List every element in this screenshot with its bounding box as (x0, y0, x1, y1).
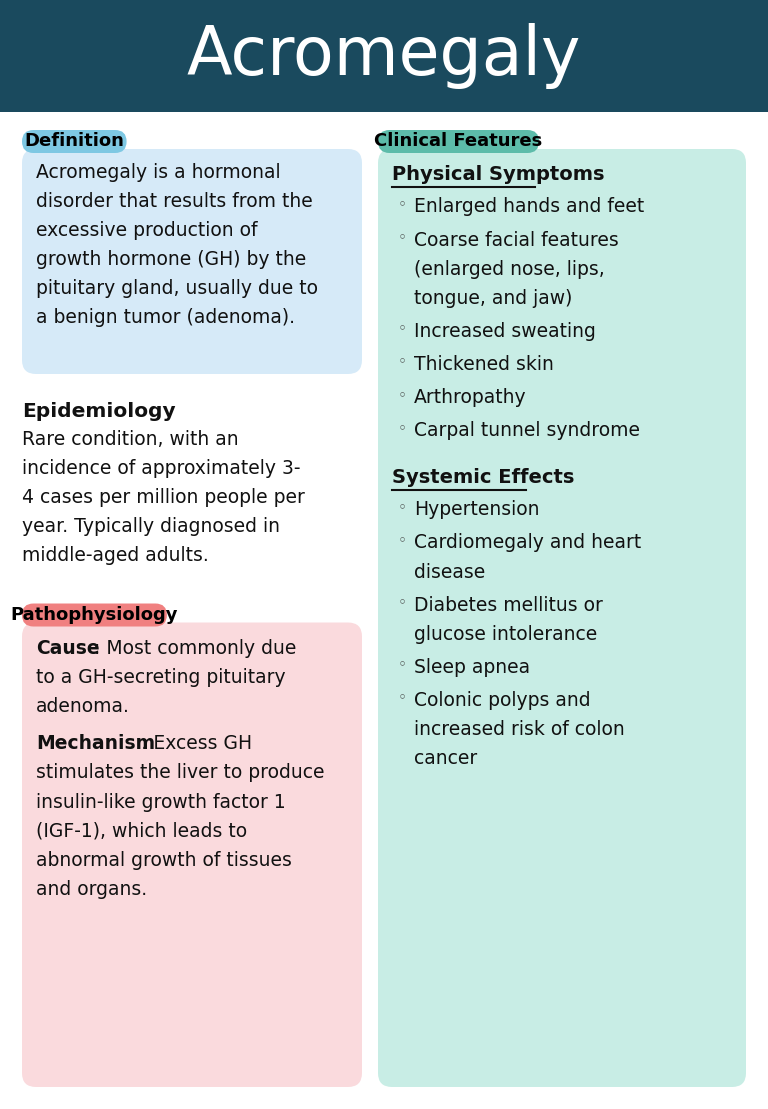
Text: stimulates the liver to produce: stimulates the liver to produce (36, 763, 325, 783)
FancyBboxPatch shape (378, 130, 539, 153)
FancyBboxPatch shape (378, 149, 746, 1087)
Text: ◦: ◦ (398, 500, 407, 516)
Text: Colonic polyps and: Colonic polyps and (414, 691, 591, 710)
Text: Definition: Definition (25, 132, 124, 151)
Text: year. Typically diagnosed in: year. Typically diagnosed in (22, 518, 280, 537)
Text: Arthropathy: Arthropathy (414, 388, 527, 407)
Text: Pathophysiology: Pathophysiology (11, 606, 178, 624)
Text: ◦: ◦ (398, 658, 407, 673)
Text: Hypertension: Hypertension (414, 500, 539, 519)
Text: (IGF-1), which leads to: (IGF-1), which leads to (36, 822, 247, 841)
Text: Cause: Cause (36, 639, 100, 658)
Text: tongue, and jaw): tongue, and jaw) (414, 288, 572, 307)
Text: Carpal tunnel syndrome: Carpal tunnel syndrome (414, 421, 640, 440)
Text: Diabetes mellitus or: Diabetes mellitus or (414, 596, 603, 614)
FancyBboxPatch shape (22, 603, 167, 627)
Text: abnormal growth of tissues: abnormal growth of tissues (36, 851, 292, 869)
Text: insulin-like growth factor 1: insulin-like growth factor 1 (36, 793, 286, 812)
Text: ◦: ◦ (398, 197, 407, 213)
Text: Cardiomegaly and heart: Cardiomegaly and heart (414, 533, 641, 552)
Text: : Excess GH: : Excess GH (141, 734, 252, 753)
Text: increased risk of colon: increased risk of colon (414, 720, 624, 739)
Text: 4 cases per million people per: 4 cases per million people per (22, 488, 305, 507)
FancyBboxPatch shape (22, 622, 362, 1087)
Text: incidence of approximately 3-: incidence of approximately 3- (22, 459, 300, 478)
Text: excessive production of: excessive production of (36, 221, 257, 241)
Text: : Most commonly due: : Most commonly due (94, 639, 296, 658)
FancyBboxPatch shape (0, 0, 768, 112)
Text: Sleep apnea: Sleep apnea (414, 658, 530, 676)
Text: pituitary gland, usually due to: pituitary gland, usually due to (36, 279, 318, 298)
Text: Clinical Features: Clinical Features (374, 132, 543, 151)
Text: a benign tumor (adenoma).: a benign tumor (adenoma). (36, 308, 295, 327)
Text: to a GH-secreting pituitary: to a GH-secreting pituitary (36, 668, 286, 686)
Text: Rare condition, with an: Rare condition, with an (22, 430, 239, 449)
FancyBboxPatch shape (22, 149, 362, 374)
Text: Physical Symptoms: Physical Symptoms (392, 165, 604, 184)
Text: ◦: ◦ (398, 388, 407, 403)
Text: Coarse facial features: Coarse facial features (414, 231, 619, 250)
Text: adenoma.: adenoma. (36, 696, 130, 715)
Text: middle-aged adults.: middle-aged adults. (22, 547, 209, 566)
FancyBboxPatch shape (22, 130, 127, 153)
Text: Thickened skin: Thickened skin (414, 355, 554, 374)
Text: ◦: ◦ (398, 691, 407, 705)
Text: cancer: cancer (414, 749, 477, 767)
Text: Systemic Effects: Systemic Effects (392, 468, 574, 487)
Text: ◦: ◦ (398, 355, 407, 369)
Text: ◦: ◦ (398, 421, 407, 436)
Text: ◦: ◦ (398, 231, 407, 245)
Text: (enlarged nose, lips,: (enlarged nose, lips, (414, 260, 604, 278)
Text: and organs.: and organs. (36, 879, 147, 898)
Text: Mechanism: Mechanism (36, 734, 155, 753)
Text: Acromegaly is a hormonal: Acromegaly is a hormonal (36, 163, 280, 182)
Text: Increased sweating: Increased sweating (414, 322, 596, 340)
Text: ◦: ◦ (398, 596, 407, 611)
Text: Acromegaly: Acromegaly (187, 23, 581, 89)
Text: ◦: ◦ (398, 533, 407, 549)
Text: Epidemiology: Epidemiology (22, 401, 176, 421)
Text: growth hormone (GH) by the: growth hormone (GH) by the (36, 251, 306, 269)
Text: Enlarged hands and feet: Enlarged hands and feet (414, 197, 644, 216)
Text: ◦: ◦ (398, 322, 407, 337)
Text: disease: disease (414, 562, 485, 581)
Text: disorder that results from the: disorder that results from the (36, 192, 313, 211)
Text: glucose intolerance: glucose intolerance (414, 624, 598, 643)
